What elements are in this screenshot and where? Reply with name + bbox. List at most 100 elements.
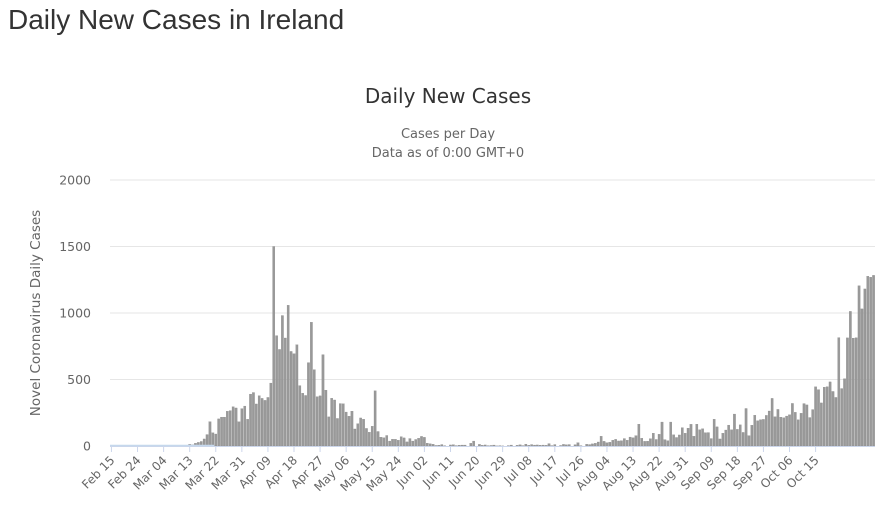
bar: [863, 288, 867, 447]
bar: [628, 436, 632, 447]
bar: [770, 398, 774, 447]
bar: [695, 424, 699, 447]
bar: [524, 443, 528, 447]
bar: [608, 442, 612, 447]
bar: [533, 444, 536, 447]
bar: [350, 410, 354, 447]
bar: [799, 413, 803, 447]
bar: [738, 424, 742, 447]
bar: [417, 438, 420, 447]
bar: [356, 423, 360, 447]
bar: [449, 444, 452, 447]
bar: [423, 437, 426, 447]
bar: [724, 429, 728, 447]
bar: [640, 438, 644, 447]
bar: [376, 431, 380, 447]
bar: [846, 337, 849, 447]
bar: [692, 436, 696, 447]
bar: [750, 425, 754, 447]
bar: [246, 419, 249, 447]
bar: [672, 434, 675, 447]
bar: [463, 444, 467, 447]
bar: [536, 444, 539, 447]
chart-subtitle-line: Data as of 0:00 GMT+0: [372, 146, 524, 161]
bar: [249, 393, 252, 447]
bar: [631, 437, 635, 447]
bar: [472, 440, 475, 447]
bar: [767, 410, 771, 447]
y-tick-label: 1500: [59, 239, 91, 254]
bar: [391, 439, 394, 447]
bar: [544, 445, 548, 447]
bar: [223, 416, 226, 447]
bar: [440, 444, 444, 447]
bar: [214, 433, 218, 447]
bar: [568, 444, 571, 447]
bar: [260, 398, 264, 447]
bar: [255, 403, 258, 447]
bar: [284, 337, 287, 447]
y-tick-label: 0: [83, 439, 91, 454]
bar: [849, 311, 852, 447]
bar: [315, 396, 319, 447]
bar: [333, 399, 336, 447]
bar: [588, 444, 591, 447]
bar: [681, 427, 684, 447]
y-axis-label: Novel Coronavirus Daily Cases: [28, 210, 44, 416]
bar: [266, 397, 270, 447]
bar: [428, 443, 432, 447]
bar: [426, 443, 429, 447]
bar: [226, 411, 229, 447]
bar: [452, 444, 455, 447]
bar: [353, 428, 357, 447]
bar: [802, 403, 806, 447]
bar: [388, 440, 391, 447]
bar: [831, 391, 835, 447]
bar: [373, 390, 377, 447]
x-tick-label: Jul 17: [527, 453, 561, 487]
bar: [634, 435, 638, 447]
bar: [414, 439, 417, 447]
bar: [257, 395, 261, 447]
bar: [385, 435, 389, 447]
bar: [623, 438, 626, 447]
bar: [405, 441, 409, 447]
bar: [321, 354, 325, 447]
bar: [596, 441, 600, 447]
chart-title: Daily New Cases: [365, 84, 531, 108]
bar: [263, 400, 267, 447]
bar: [718, 438, 722, 447]
bar: [527, 445, 531, 447]
bar: [747, 435, 751, 447]
bar: [234, 407, 238, 447]
bar: [336, 418, 339, 447]
bar: [805, 404, 809, 447]
bar: [617, 440, 620, 447]
bar: [324, 389, 328, 447]
bar: [689, 424, 693, 447]
bar: [211, 432, 215, 447]
bar: [744, 408, 748, 447]
bar: [605, 442, 609, 447]
bar: [788, 414, 791, 447]
bar: [666, 440, 670, 447]
bar: [620, 440, 623, 447]
bar: [860, 308, 864, 447]
bar: [220, 416, 223, 447]
bar: [231, 406, 235, 447]
bar: [678, 434, 681, 447]
bar: [814, 386, 817, 447]
bar: [518, 444, 522, 447]
bar-series: [153, 246, 875, 447]
bar: [701, 428, 704, 447]
bar: [457, 445, 461, 447]
bar: [370, 426, 374, 447]
bar: [625, 440, 629, 447]
bar: [820, 402, 823, 447]
bar: [869, 277, 872, 447]
bar: [344, 411, 348, 447]
bar: [710, 438, 713, 447]
bar: [602, 441, 606, 447]
bar: [785, 415, 788, 447]
